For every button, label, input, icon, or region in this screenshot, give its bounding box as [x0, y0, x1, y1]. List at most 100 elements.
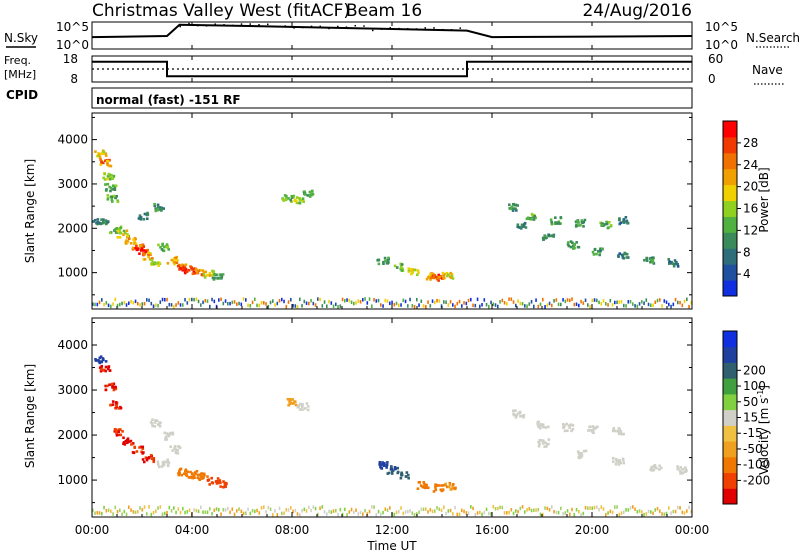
data-cell	[201, 477, 204, 480]
colorbar-swatch	[723, 441, 737, 458]
ground-scatter-cell	[184, 297, 186, 302]
ground-scatter-cell	[668, 302, 670, 307]
data-cell	[571, 241, 574, 245]
data-cell	[106, 159, 110, 163]
ground-scatter-cell	[445, 511, 447, 516]
colorbar-tick-label: 15	[743, 411, 758, 425]
data-cell	[600, 223, 604, 227]
velocity-scatter	[92, 355, 693, 517]
ground-scatter-cell	[670, 511, 672, 515]
nsky-dot	[205, 25, 208, 27]
ground-scatter-cell	[589, 506, 591, 510]
data-cell	[592, 427, 596, 430]
data-cell	[512, 202, 515, 206]
ground-scatter-cell	[319, 506, 321, 510]
data-cell	[419, 484, 423, 487]
ground-scatter-cell	[632, 505, 634, 509]
ground-scatter-cell	[605, 512, 607, 517]
data-cell	[676, 265, 680, 268]
ground-scatter-cell	[524, 304, 526, 308]
data-cell	[542, 425, 545, 429]
ground-scatter-cell	[299, 297, 301, 302]
data-cell	[141, 445, 145, 449]
ground-scatter-cell	[539, 302, 542, 307]
data-cell	[154, 207, 157, 210]
ground-scatter-cell	[323, 510, 326, 514]
data-cell	[290, 200, 293, 203]
ground-scatter-cell	[148, 298, 150, 303]
data-cell	[520, 414, 524, 418]
nsky-tick-top: 10^5	[56, 20, 89, 34]
data-cell	[202, 271, 206, 274]
data-cell	[607, 226, 610, 229]
data-cell	[185, 270, 189, 273]
colorbar-swatch	[723, 264, 737, 281]
data-cell	[114, 385, 117, 389]
ground-scatter-cell	[555, 510, 558, 515]
colorbar-swatch	[723, 362, 737, 379]
data-cell	[445, 271, 449, 275]
ground-scatter-cell	[542, 297, 544, 302]
ground-scatter-cell	[533, 508, 535, 512]
ground-scatter-cell	[393, 512, 396, 517]
data-cell	[147, 456, 151, 460]
data-cell	[122, 436, 125, 440]
data-cell	[104, 369, 107, 373]
ground-scatter-cell	[564, 299, 567, 304]
data-cell	[173, 258, 176, 261]
colorbar-tick-label: 24	[743, 158, 758, 172]
nsky-dot	[372, 29, 374, 32]
data-cell	[587, 429, 590, 432]
data-cell	[383, 256, 387, 260]
ground-scatter-cell	[389, 506, 391, 510]
data-cell	[118, 407, 121, 410]
data-cell	[104, 154, 108, 157]
data-cell	[173, 447, 176, 450]
data-cell	[298, 197, 301, 200]
ground-scatter-cell	[499, 505, 501, 510]
data-cell	[519, 415, 522, 418]
ground-scatter-cell	[544, 506, 546, 510]
ground-scatter-cell	[488, 304, 490, 309]
nsky-dot	[354, 24, 356, 27]
ground-scatter-cell	[503, 301, 506, 305]
data-cell	[116, 235, 120, 239]
data-cell	[104, 360, 108, 363]
data-cell	[116, 229, 120, 233]
data-cell	[550, 220, 553, 224]
ground-scatter-cell	[350, 300, 353, 305]
data-cell	[626, 256, 630, 259]
data-cell	[407, 267, 411, 270]
data-cell	[94, 357, 97, 361]
ground-scatter-cell	[380, 512, 382, 517]
data-cell	[288, 397, 292, 401]
data-cell	[557, 220, 561, 224]
data-cell	[115, 227, 119, 230]
data-cell	[111, 200, 114, 203]
ground-scatter-cell	[143, 301, 146, 306]
ground-scatter-cell	[377, 509, 380, 514]
data-cell	[605, 222, 609, 226]
ground-scatter-cell	[173, 506, 175, 510]
ground-scatter-cell	[164, 298, 166, 302]
data-cell	[191, 272, 195, 276]
x-axis-label: Time UT	[366, 539, 417, 553]
nsearch-tick-top: 10^5	[705, 20, 738, 34]
data-cell	[575, 223, 578, 227]
data-cell	[617, 461, 621, 464]
data-cell	[108, 231, 112, 235]
ground-scatter-cell	[400, 506, 402, 510]
ground-scatter-cell	[251, 300, 254, 305]
data-cell	[418, 481, 422, 484]
data-cell	[554, 216, 557, 219]
data-cell	[115, 404, 118, 407]
ground-scatter-cell	[596, 298, 598, 303]
data-cell	[305, 402, 309, 405]
ground-scatter-cell	[645, 298, 648, 302]
data-cell	[104, 152, 108, 156]
data-cell	[425, 277, 429, 281]
data-cell	[96, 154, 99, 158]
ground-scatter-cell	[650, 303, 652, 307]
ground-scatter-cell	[395, 510, 398, 515]
ground-scatter-cell	[436, 506, 438, 510]
